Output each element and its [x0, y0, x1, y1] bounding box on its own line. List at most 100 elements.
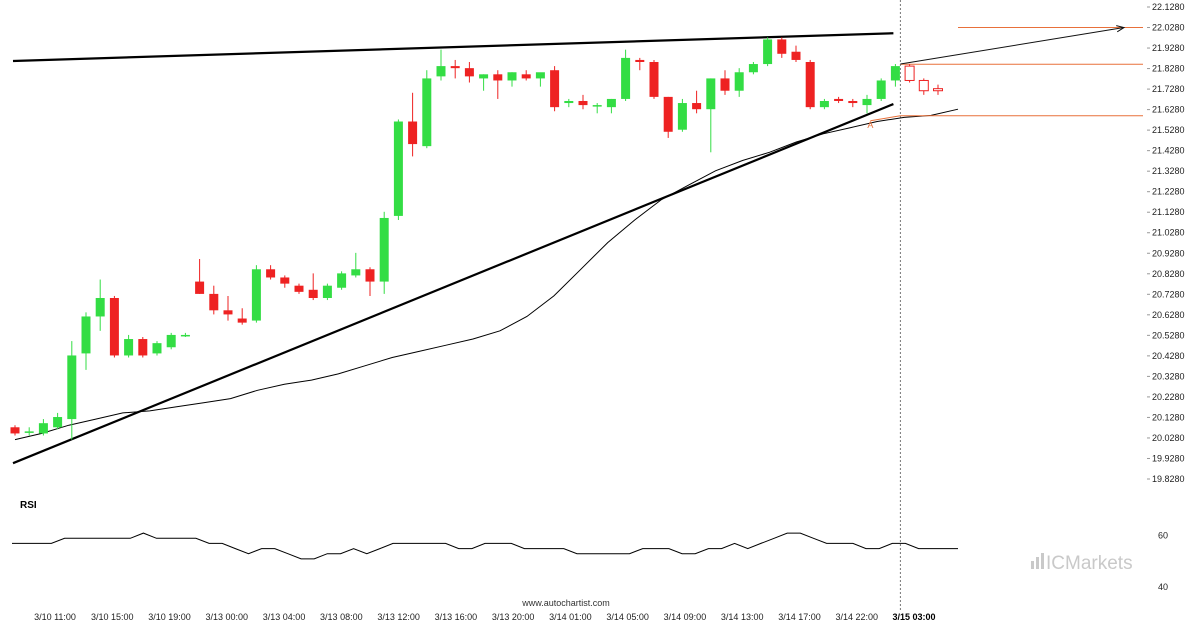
price-tick-label: 21.2280: [1152, 187, 1185, 197]
candle-body: [535, 72, 545, 79]
candle-body: [379, 217, 389, 282]
candle-body: [251, 269, 261, 321]
time-tick-label: 3/10 11:00: [34, 612, 76, 622]
candle-body: [237, 318, 247, 323]
rsi-line: [12, 532, 958, 560]
candle-body: [777, 39, 787, 54]
time-tick-label: 3/14 22:00: [835, 612, 878, 622]
time-tick-label: 3/13 04:00: [263, 612, 306, 622]
price-tick-label: 22.1280: [1152, 2, 1185, 12]
price-tick-label: 20.2280: [1152, 392, 1185, 402]
candle-body: [322, 285, 332, 298]
rsi-title: RSI: [20, 500, 37, 511]
candle-body: [109, 297, 119, 356]
candle-body: [53, 417, 63, 428]
candle-body: [677, 103, 687, 130]
time-tick-label: 3/13 16:00: [435, 612, 478, 622]
price-tick-label: 21.5280: [1152, 125, 1185, 135]
price-tick-label: 21.8280: [1152, 64, 1185, 74]
candle-body: [848, 100, 858, 104]
candle-body: [720, 78, 730, 91]
logo-bar-1: [1031, 561, 1034, 569]
candle-body: [138, 339, 148, 356]
candle-body: [152, 343, 162, 354]
rsi-tick-label: 40: [1158, 582, 1168, 592]
price-tick-label: 20.4280: [1152, 351, 1185, 361]
candle-body: [578, 100, 588, 106]
candle-body: [408, 121, 418, 145]
candle-body: [180, 334, 190, 337]
price-tick-label: 19.8280: [1152, 474, 1185, 484]
candle-body: [521, 74, 531, 79]
price-tick-label: 20.8280: [1152, 269, 1185, 279]
price-tick-label: 21.6280: [1152, 105, 1185, 115]
price-tick-label: 20.3280: [1152, 371, 1185, 381]
time-tick-label: 3/15 03:00: [892, 612, 935, 622]
candle-body: [294, 285, 304, 292]
logo-bar-3: [1041, 553, 1044, 569]
trendlines: [12, 32, 894, 465]
candle-body: [67, 355, 77, 420]
time-axis: 3/10 11:00 3/10 15:00 3/10 19:00 3/13 00:00…: [34, 612, 935, 622]
price-tick-label: 21.0280: [1152, 228, 1185, 238]
candle-body: [592, 105, 602, 107]
candle-body: [450, 66, 460, 69]
time-tick-label: 3/14 09:00: [664, 612, 707, 622]
candle-body: [507, 72, 517, 81]
candle-body: [365, 269, 375, 282]
level-lines: A: [867, 25, 1143, 130]
logo-bar-2: [1036, 557, 1039, 569]
time-tick-label: 3/13 20:00: [492, 612, 535, 622]
candle-body: [876, 80, 886, 99]
candle-body: [266, 269, 276, 278]
support-trendline: [12, 103, 894, 465]
price-tick-label: 21.7280: [1152, 84, 1185, 94]
projection-arrow-head: [1116, 25, 1126, 33]
watermark-text: www.autochartist.com: [521, 598, 610, 608]
price-tick-label: 21.9280: [1152, 43, 1185, 53]
candle-body: [337, 273, 347, 288]
candle-body: [10, 427, 20, 434]
candle-body: [649, 61, 659, 97]
candle-body: [351, 269, 361, 276]
candle-body: [280, 277, 290, 284]
candle-body: [493, 74, 503, 81]
candle-body: [692, 103, 702, 110]
lower-level-connector: [870, 115, 901, 122]
candle-body: [550, 70, 560, 108]
forecast-candles: [904, 64, 943, 95]
candle-body: [862, 98, 872, 106]
candle-body: [635, 59, 645, 62]
candle-body: [124, 339, 134, 356]
brand-text: ICMarkets: [1046, 553, 1133, 574]
candle-body: [95, 297, 105, 317]
candle-body: [564, 100, 574, 104]
candle-body: [734, 72, 744, 91]
candle-body: [663, 96, 673, 132]
price-tick-label: 21.4280: [1152, 146, 1185, 156]
candle-body: [422, 78, 432, 147]
candle-body: [24, 431, 34, 433]
price-tick-label: 21.1280: [1152, 207, 1185, 217]
time-tick-label: 3/13 00:00: [206, 612, 249, 622]
price-tick-label: 20.5280: [1152, 330, 1185, 340]
candle-body: [308, 289, 318, 298]
candle-body: [748, 64, 758, 73]
forecast-candle-body: [904, 65, 915, 81]
candle-body: [805, 61, 815, 108]
forecast-candle-body: [933, 88, 943, 92]
price-tick-label: 20.7280: [1152, 289, 1185, 299]
candle-body: [166, 334, 176, 348]
rsi-panel: RSI 60 40: [12, 500, 1168, 592]
price-tick-label: 20.0280: [1152, 433, 1185, 443]
candle-body: [606, 98, 616, 108]
ma-line: [14, 108, 959, 441]
candle-body: [621, 57, 631, 99]
candle-body: [38, 423, 48, 434]
time-tick-label: 3/14 01:00: [549, 612, 592, 622]
candle-body: [834, 98, 844, 101]
time-tick-label: 3/13 08:00: [320, 612, 363, 622]
time-tick-label: 3/14 17:00: [778, 612, 821, 622]
price-tick-label: 20.6280: [1152, 310, 1185, 320]
candle-body: [763, 39, 773, 65]
